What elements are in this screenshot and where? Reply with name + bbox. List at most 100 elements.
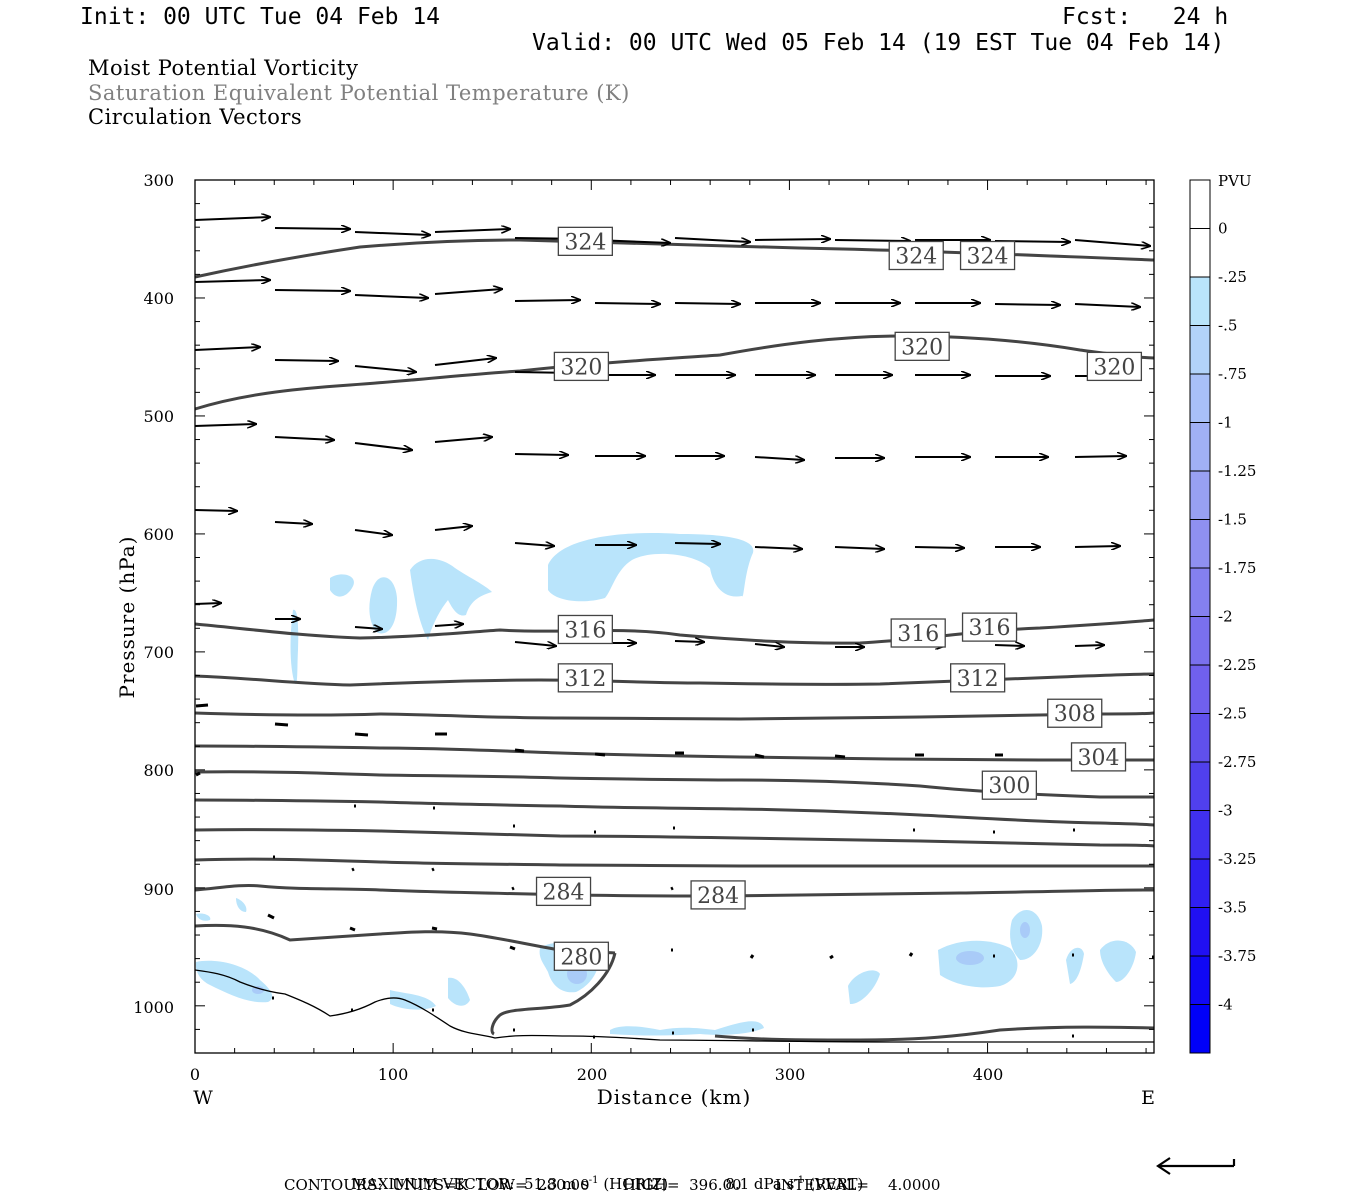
init-time: Init: 00 UTC Tue 04 Feb 14 xyxy=(80,4,441,30)
contour-label-box xyxy=(950,663,1006,693)
contour-label-280: 280 xyxy=(560,945,602,970)
y-tick-300: 300 xyxy=(143,171,174,190)
colorbar-swatch xyxy=(1190,180,1210,229)
circulation-vectors xyxy=(194,217,1150,647)
y-tick-700: 700 xyxy=(143,643,174,662)
horiz-exponent: -1 xyxy=(588,1175,599,1186)
colorbar-swatch xyxy=(1190,956,1210,1005)
colorbar-label: -2.5 xyxy=(1218,705,1247,723)
colorbar-swatch xyxy=(1190,665,1210,714)
contour-label-312: 312 xyxy=(564,667,606,692)
colorbar-swatch xyxy=(1190,810,1210,860)
contour-label-box xyxy=(535,876,592,907)
plot-frame xyxy=(194,179,1155,1054)
colorbar-label: -2.25 xyxy=(1218,656,1256,674)
x-axis-label: Distance (km) xyxy=(597,1085,752,1109)
colorbar-swatch xyxy=(1190,713,1210,763)
contour-label-box xyxy=(890,618,946,648)
contour-label-box xyxy=(961,612,1018,642)
contour-label-box xyxy=(888,240,944,271)
colorbar-label: 0 xyxy=(1218,220,1228,238)
minor-ticks xyxy=(194,179,1154,1054)
contour-label-284: 284 xyxy=(543,880,585,905)
contour-label-312: 312 xyxy=(957,667,999,692)
contour-label-box xyxy=(553,351,610,382)
colorbar-swatch xyxy=(1190,616,1210,666)
contour-label-324: 324 xyxy=(564,230,606,255)
contour-label-box xyxy=(959,240,1016,271)
contours-info: CONTOURS: UNITS=K LOW= 280.00 HIGH= 396.… xyxy=(284,1176,941,1194)
field-vectors-title: Circulation Vectors xyxy=(88,105,303,129)
max-vector-vert: 8.1 dPa s xyxy=(725,1175,795,1193)
colorbar-swatch xyxy=(1190,762,1210,811)
colorbar-title: PVU xyxy=(1218,172,1252,190)
colorbar-swatch xyxy=(1190,1004,1210,1054)
vert-unit: (VERT) xyxy=(808,1175,864,1193)
colorbar-label: -.25 xyxy=(1218,268,1247,286)
field-mpv-title: Moist Potential Vorticity xyxy=(88,56,359,80)
colorbar-swatch xyxy=(1190,422,1210,472)
colorbar-swatch xyxy=(1190,374,1210,423)
contour-label-box xyxy=(1047,698,1103,728)
y-axis-label: Pressure (hPa) xyxy=(115,536,139,699)
contour-label-320: 320 xyxy=(901,335,943,360)
east-label: E xyxy=(1141,1087,1155,1109)
colorbar-label: -.75 xyxy=(1218,365,1247,383)
x-tick-0: 0 xyxy=(190,1065,200,1084)
colorbar-label: -2.75 xyxy=(1218,753,1256,771)
contour-label-box xyxy=(1070,742,1127,772)
x-tick-400: 400 xyxy=(973,1065,1004,1084)
forecast-hour: Fcst: 24 h xyxy=(1062,4,1229,30)
colorbar-label: -3.5 xyxy=(1218,899,1247,917)
reference-vector xyxy=(1156,1157,1236,1175)
contour-label-box xyxy=(894,331,950,361)
y-tick-400: 400 xyxy=(143,289,174,308)
colorbar-label: -1 xyxy=(1218,414,1233,432)
contour-label-284: 284 xyxy=(697,884,739,909)
colorbar-label: -1.75 xyxy=(1218,559,1256,577)
colorbar-label: -2 xyxy=(1218,608,1233,626)
contour-label-box xyxy=(557,614,613,645)
colorbar-swatch xyxy=(1190,519,1210,569)
horiz-unit: (HORIZ) xyxy=(603,1175,669,1193)
x-tick-100: 100 xyxy=(378,1065,409,1084)
colorbar-swatch xyxy=(1190,907,1210,957)
contour-label-320: 320 xyxy=(1093,355,1135,380)
colorbar-label: -.5 xyxy=(1218,317,1237,335)
colorbar-swatch xyxy=(1190,859,1210,908)
colorbar-swatch xyxy=(1190,471,1210,520)
mpv-shading-darker xyxy=(252,922,1030,994)
max-vector-label: MAXIMUM VECTOR: xyxy=(351,1175,515,1193)
colorbar-swatch xyxy=(1190,277,1210,326)
contour-label-308: 308 xyxy=(1054,702,1096,727)
terrain-line xyxy=(194,969,1154,1043)
vert-exponent: -1 xyxy=(794,1175,805,1186)
y-tick-500: 500 xyxy=(143,407,174,426)
contour-label-300: 300 xyxy=(988,774,1030,799)
colorbar-label: -4 xyxy=(1218,996,1233,1014)
contour-label-box xyxy=(553,941,610,971)
contour-label-324: 324 xyxy=(967,245,1009,270)
contour-label-304: 304 xyxy=(1078,746,1120,771)
colorbar-swatch xyxy=(1190,568,1210,617)
colorbar-swatch xyxy=(1190,325,1210,375)
max-vector-line: MAXIMUM VECTOR: 51.3 m s-1 (HORIZ) 8.1 d… xyxy=(342,1157,864,1193)
x-tick-300: 300 xyxy=(775,1065,806,1084)
contour-label-box xyxy=(557,663,613,693)
colorbar-swatch xyxy=(1190,228,1210,278)
contour-labels: 324 324 324 320 320 320 316 316 316 312 312 308 304 3… xyxy=(535,226,1143,971)
contour-label-box xyxy=(1086,351,1143,382)
contour-label-box xyxy=(981,770,1038,800)
theta-contours xyxy=(194,238,1155,1042)
contour-label-box xyxy=(557,226,613,256)
contour-label-316: 316 xyxy=(897,622,939,647)
y-tick-800: 800 xyxy=(143,761,174,780)
contour-label-316: 316 xyxy=(969,616,1011,641)
contour-label-box xyxy=(690,880,746,910)
x-tick-labels: 0 100 200 300 400 xyxy=(190,1065,1003,1084)
y-tick-600: 600 xyxy=(143,525,174,544)
colorbar-label: -1.25 xyxy=(1218,462,1256,480)
pv-colorbar: 0 -.25 -.5 -.75 -1 -1.25 -1.5 -1.75 -2 -2.25 -2.5 -… xyxy=(1189,179,1256,1054)
y-tick-1000: 1000 xyxy=(133,998,174,1017)
